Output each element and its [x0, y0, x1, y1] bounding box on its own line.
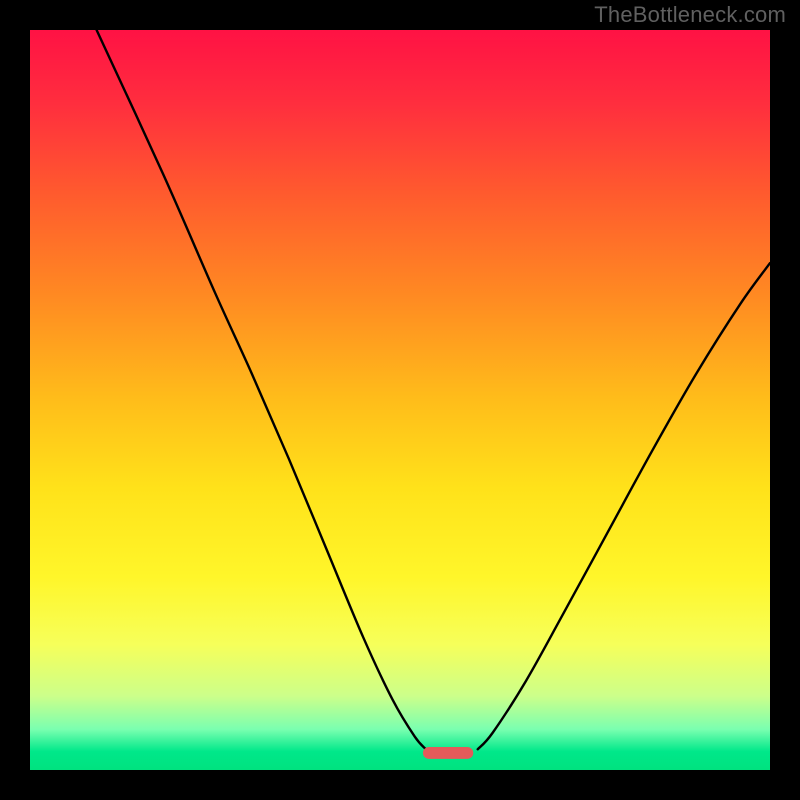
chart-svg [0, 0, 800, 800]
plot-background [30, 30, 770, 770]
frame-left [0, 0, 30, 800]
bottleneck-chart: TheBottleneck.com [0, 0, 800, 800]
bottleneck-marker [423, 747, 473, 759]
frame-right [770, 0, 800, 800]
watermark-text: TheBottleneck.com [594, 2, 786, 28]
frame-bottom [0, 770, 800, 800]
